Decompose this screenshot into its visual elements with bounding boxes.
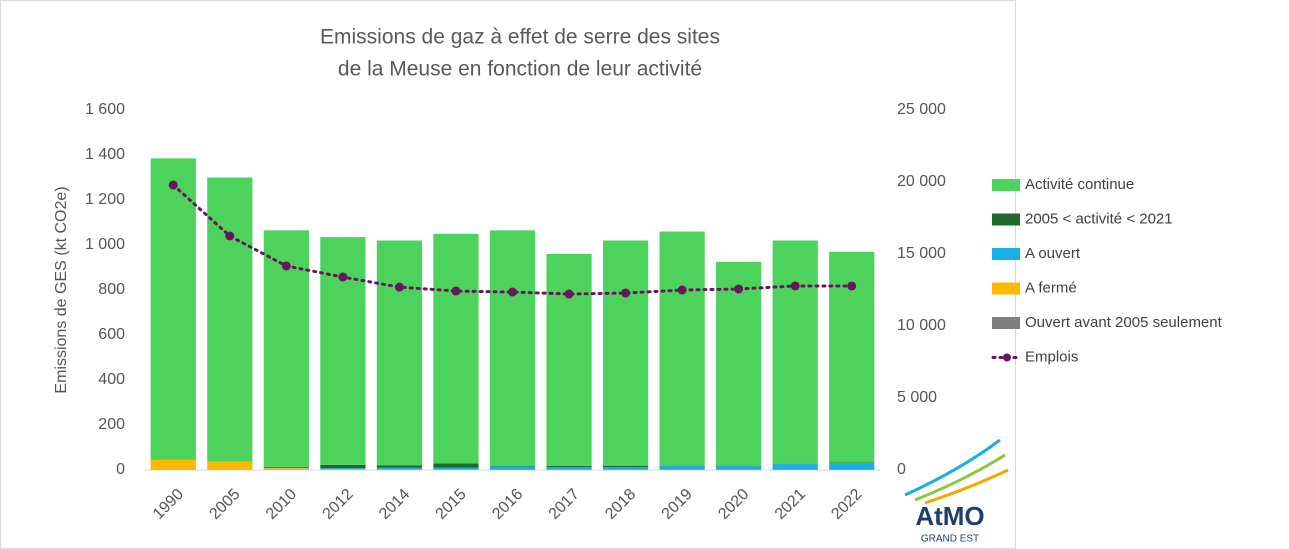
bar-segment (546, 467, 592, 470)
y2-tick-label: 10 000 (897, 317, 946, 334)
bar-segment (716, 261, 762, 466)
legend-swatch (992, 213, 1020, 226)
bar-segment (263, 467, 309, 469)
line-marker (847, 281, 857, 291)
y-tick-label: 1 400 (85, 146, 125, 163)
bar-segment (829, 463, 875, 470)
legend-label: 2005 < activité < 2021 (1025, 210, 1173, 227)
bar-segment (433, 233, 479, 464)
bar-segment (320, 464, 366, 469)
bar-segment (602, 240, 649, 466)
y-axis-title: Emissions de GES (kt CO2e) (53, 186, 70, 393)
bar-segment (772, 240, 818, 464)
chart-title: Emissions de gaz à effet de serre des si… (320, 26, 720, 49)
bar-segment (376, 465, 423, 468)
legend-label: A ouvert (1025, 245, 1081, 262)
line-marker (394, 282, 404, 292)
legend-label: Activité continue (1025, 176, 1134, 193)
logo: AtMO GRAND EST (904, 438, 1009, 545)
bar-segment (602, 465, 649, 468)
bar-segment (320, 469, 366, 470)
bar-segment (207, 177, 253, 462)
y2-tick-label: 15 000 (897, 245, 946, 262)
legend-swatch (1003, 353, 1011, 362)
bar-segment (546, 254, 592, 466)
bar-segment (263, 466, 309, 468)
bar-segment (602, 467, 649, 470)
line-marker (734, 284, 744, 294)
logo-swoosh (914, 453, 1006, 502)
line-marker (677, 285, 687, 295)
bar-segment (320, 468, 366, 470)
y-tick-label: 800 (98, 281, 125, 298)
bar-segment (659, 231, 705, 466)
logo-swoosh (904, 438, 1001, 497)
legend-label: Emplois (1025, 348, 1078, 365)
bar-segment (150, 158, 196, 460)
y-tick-label: 600 (98, 326, 125, 343)
logo-subtext: GRAND EST (921, 534, 979, 545)
y-tick-label: 1 600 (85, 101, 125, 118)
legend-swatch (992, 282, 1020, 295)
y-tick-label: 0 (116, 461, 125, 478)
bar-segment (207, 461, 253, 470)
bar-segment (489, 466, 536, 470)
y2-tick-label: 0 (897, 461, 906, 478)
bar-segment (320, 237, 366, 465)
line-marker (564, 289, 574, 299)
line-marker (790, 281, 800, 291)
bar-segment (376, 467, 423, 470)
line-marker (451, 286, 461, 296)
bar-segment (433, 463, 479, 468)
legend-swatch (992, 248, 1020, 260)
y2-tick-label: 5 000 (897, 389, 937, 406)
line-marker (168, 180, 178, 190)
line-marker (508, 287, 517, 297)
bar-segment (489, 230, 536, 466)
line-marker (281, 261, 291, 271)
line-marker (225, 231, 235, 241)
bar-segment (716, 466, 762, 470)
bar-segment (433, 467, 479, 470)
legend-label: A fermé (1025, 279, 1077, 296)
bar-segment (263, 468, 309, 470)
y-tick-label: 200 (98, 416, 125, 433)
bar-segment (546, 465, 592, 468)
chart-title: de la Meuse en fonction de leur activité (338, 58, 702, 81)
legend-label: Ouvert avant 2005 seulement (1025, 314, 1223, 331)
logo-swoosh (924, 468, 1009, 505)
bar-segment (489, 465, 536, 467)
y-tick-label: 400 (98, 371, 125, 388)
y-tick-label: 1 000 (85, 236, 125, 253)
bar-segment (150, 459, 196, 470)
legend-swatch (992, 179, 1020, 191)
y-tick-label: 1 200 (85, 191, 125, 208)
logo-text: AtMO (915, 501, 984, 531)
y2-tick-label: 25 000 (897, 101, 946, 118)
bar-segment (376, 240, 423, 466)
bar-segment (659, 466, 705, 470)
line-marker (621, 288, 631, 298)
y2-tick-label: 20 000 (897, 173, 946, 190)
bar-segment (772, 464, 818, 470)
legend-swatch (992, 317, 1020, 329)
line-marker (338, 272, 348, 282)
